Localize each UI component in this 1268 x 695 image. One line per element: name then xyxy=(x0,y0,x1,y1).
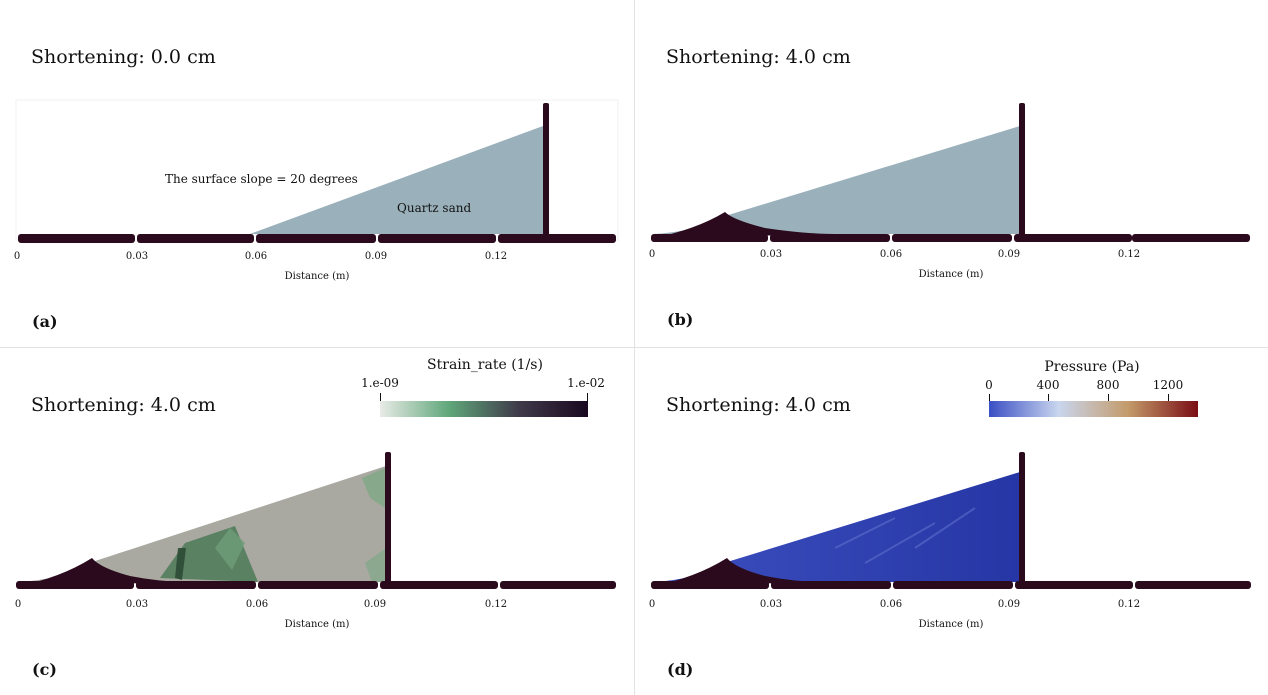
x-tick-label: 0.06 xyxy=(879,599,903,610)
x-tick-label: 0.03 xyxy=(759,249,783,260)
x-tick-label: 0.09 xyxy=(997,599,1021,610)
x-tick-label: 0 xyxy=(648,599,656,610)
x-tick-label: 0.09 xyxy=(363,599,387,610)
slope-annotation: The surface slope = 20 degrees xyxy=(165,172,358,186)
model-section xyxy=(15,99,619,243)
substrate-segment xyxy=(893,581,1013,589)
substrate-segment xyxy=(378,234,496,243)
panel-b: Shortening: 4.0 cm 0 0.03 0.06 0.09 0.12… xyxy=(635,0,1268,347)
x-axis-title: Distance (m) xyxy=(284,271,350,282)
model-section xyxy=(651,452,1251,589)
colorbar-title: Pressure (Pa) xyxy=(1044,359,1140,375)
substrate-segment xyxy=(1135,581,1251,589)
substrate-segment xyxy=(136,581,256,589)
substrate-segment xyxy=(137,234,254,243)
panel-label: (a) xyxy=(32,312,58,331)
panel-label: (b) xyxy=(667,310,694,329)
pressure-colorbar xyxy=(989,401,1198,417)
x-tick-label: 0 xyxy=(648,249,656,260)
colorbar-tick-label: 0 xyxy=(985,378,993,392)
x-tick-label: 0.06 xyxy=(879,249,903,260)
colorbar-tick-label: 800 xyxy=(1096,378,1120,392)
substrate-segment xyxy=(1132,234,1250,242)
shortening-label: Shortening: 0.0 cm xyxy=(31,46,216,68)
substrate-segment xyxy=(771,581,891,589)
shortening-label: Shortening: 4.0 cm xyxy=(31,394,216,416)
strain-wedge xyxy=(18,466,386,582)
colorbar-tick xyxy=(380,393,381,401)
model-section xyxy=(651,103,1250,242)
substrate-segment xyxy=(258,581,378,589)
horizontal-divider xyxy=(0,347,1268,348)
frontal-thrust xyxy=(653,212,835,238)
panel-label: (c) xyxy=(32,660,57,679)
x-axis-title: Distance (m) xyxy=(918,269,984,280)
strain-shear-band xyxy=(175,548,186,580)
panel-label: (d) xyxy=(667,660,694,679)
backstop-wall xyxy=(1019,103,1025,237)
frontal-thrust xyxy=(18,558,190,586)
x-tick-label: 0.12 xyxy=(1117,249,1141,260)
colorbar-tick-label: 400 xyxy=(1036,378,1060,392)
x-tick-label: 0.03 xyxy=(125,251,149,262)
substrate-segment xyxy=(380,581,498,589)
colorbar-min-label: 1.e-09 xyxy=(361,376,399,390)
x-tick-label: 0.06 xyxy=(244,251,268,262)
backstop-wall xyxy=(385,452,391,586)
substrate-segment xyxy=(651,581,769,589)
panel-d: Shortening: 4.0 cm Pressure (Pa) 0 400 8… xyxy=(635,348,1268,695)
panel-c: Shortening: 4.0 cm Strain_rate (1/s) 1.e… xyxy=(0,348,634,695)
strain-rate-colorbar xyxy=(380,401,588,417)
colorbar-title: Strain_rate (1/s) xyxy=(427,357,543,373)
pressure-streaks xyxy=(834,507,976,564)
colorbar-tick xyxy=(1108,394,1109,402)
colorbar-max-label: 1.e-02 xyxy=(567,376,605,390)
substrate-segment xyxy=(500,581,616,589)
substrate-segment xyxy=(256,234,376,243)
shortening-label: Shortening: 4.0 cm xyxy=(666,46,851,68)
strain-shear-band xyxy=(215,528,245,570)
colorbar-tick xyxy=(587,393,588,401)
backstop-wall xyxy=(1019,452,1025,586)
sand-wedge xyxy=(653,126,1020,234)
x-tick-label: 0.09 xyxy=(997,249,1021,260)
colorbar-tick xyxy=(989,394,990,402)
panel-a: Shortening: 0.0 cm The surface slope = 2… xyxy=(0,0,634,347)
substrate-segment xyxy=(892,234,1012,242)
substrate-segment xyxy=(1015,581,1133,589)
substrate-segment xyxy=(18,234,135,243)
substrate-segment xyxy=(498,234,616,243)
x-tick-label: 0.12 xyxy=(1117,599,1141,610)
x-tick-label: 0.03 xyxy=(759,599,783,610)
model-section xyxy=(16,452,616,589)
material-annotation: Quartz sand xyxy=(397,201,472,215)
substrate-segment xyxy=(1014,234,1132,242)
shortening-label: Shortening: 4.0 cm xyxy=(666,394,851,416)
substrate-segment xyxy=(651,234,768,242)
x-tick-label: 0.12 xyxy=(484,251,508,262)
pressure-wedge xyxy=(653,472,1020,582)
x-tick-label: 0 xyxy=(14,599,22,610)
backstop-wall xyxy=(543,103,549,237)
frontal-thrust xyxy=(653,558,825,586)
x-tick-label: 0.12 xyxy=(484,599,508,610)
colorbar-tick xyxy=(1168,394,1169,402)
x-tick-label: 0.06 xyxy=(245,599,269,610)
strain-shear-band xyxy=(365,548,386,582)
substrate-segment xyxy=(770,234,890,242)
x-axis-title: Distance (m) xyxy=(918,619,984,630)
x-tick-label: 0 xyxy=(13,251,21,262)
colorbar-tick xyxy=(1048,394,1049,402)
strain-shear-band xyxy=(362,468,385,508)
x-tick-label: 0.09 xyxy=(364,251,388,262)
x-tick-label: 0.03 xyxy=(125,599,149,610)
x-axis-title: Distance (m) xyxy=(284,619,350,630)
sand-wedge xyxy=(250,126,543,234)
substrate-segment xyxy=(16,581,134,589)
colorbar-tick-label: 1200 xyxy=(1152,378,1184,392)
